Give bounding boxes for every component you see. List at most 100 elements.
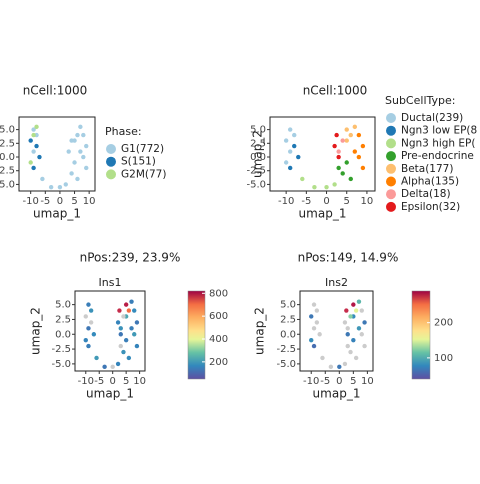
point: [292, 132, 297, 138]
colorbar-tick-label: 100: [434, 353, 453, 364]
legend-title: SubCellType:: [385, 94, 455, 107]
y-tick-label: 5.0: [0, 125, 15, 136]
point: [86, 326, 91, 331]
legend-swatch: [386, 163, 396, 174]
point: [75, 132, 80, 138]
x-tick-label: 10: [83, 196, 96, 207]
point: [340, 171, 345, 176]
point: [342, 320, 348, 325]
y-tick-label: 2.5: [280, 314, 296, 325]
point: [309, 337, 314, 343]
point: [348, 314, 353, 319]
x-tick-label: 0: [323, 196, 329, 207]
point: [360, 165, 366, 171]
panel-subtitle: Ins1: [99, 276, 122, 289]
y-tick-label: -2.5: [51, 344, 71, 355]
point: [118, 332, 123, 337]
x-tick-label: 10: [361, 196, 374, 207]
colorbar-tick-label: 200: [434, 318, 453, 329]
x-tick-label: 5: [123, 376, 129, 387]
plot-frame: [269, 116, 376, 192]
panel-title: nPos:149, 14.9%: [298, 251, 399, 265]
y-tick-label: 5.0: [280, 300, 296, 311]
point: [359, 308, 364, 313]
point: [287, 165, 293, 171]
point: [123, 302, 129, 307]
x-tick-label: 5: [71, 196, 77, 207]
point: [311, 343, 317, 349]
x-tick-label: -5: [320, 376, 330, 387]
x-tick-label: -5: [94, 376, 104, 387]
x-tick-label: 0: [57, 196, 63, 207]
point: [83, 337, 88, 343]
point: [362, 343, 367, 349]
point: [81, 154, 86, 160]
colorbar: [411, 290, 431, 380]
point: [28, 160, 33, 165]
legend-label: Ductal(239): [401, 112, 463, 124]
legend-label: Alpha(135): [401, 176, 459, 188]
point: [57, 184, 63, 190]
point: [359, 332, 364, 337]
point: [132, 332, 137, 337]
x-tick-label: -10: [78, 376, 94, 387]
point: [129, 299, 134, 304]
point: [356, 326, 362, 331]
y-tick-label: 0.0: [55, 329, 71, 340]
y-tick-label: -5.0: [246, 179, 266, 190]
y-tick-label: 5.0: [250, 125, 266, 136]
point: [88, 308, 94, 313]
x-tick-label: -10: [23, 196, 39, 207]
point: [345, 332, 350, 337]
point: [292, 143, 297, 149]
point: [311, 302, 317, 307]
legend-label: G1(772): [121, 143, 164, 155]
point: [360, 143, 366, 149]
colorbar-tick-label: 600: [209, 311, 228, 322]
point: [283, 138, 289, 143]
x-axis-label: umap_1: [33, 207, 81, 221]
x-tick-label: -5: [301, 196, 311, 207]
legend-label: Epsilon(32): [401, 201, 460, 213]
point: [121, 349, 126, 355]
x-tick-label: 10: [133, 376, 146, 387]
point: [84, 165, 89, 171]
y-tick-label: 5.0: [55, 300, 71, 311]
point: [28, 138, 33, 143]
x-axis-label: umap_1: [299, 207, 347, 221]
panel-title: nCell:1000: [23, 84, 88, 98]
x-axis-label: umap_1: [313, 387, 361, 401]
point: [348, 176, 353, 182]
point: [81, 132, 86, 138]
x-tick-label: 0: [110, 376, 116, 387]
point: [134, 320, 140, 325]
point: [353, 308, 359, 313]
legend-swatch: [386, 125, 396, 136]
point: [110, 364, 115, 370]
point: [328, 364, 334, 370]
point: [78, 149, 83, 154]
point: [334, 132, 339, 138]
point: [351, 337, 356, 343]
point: [94, 355, 99, 361]
point: [75, 176, 80, 182]
point: [91, 332, 97, 337]
point: [123, 337, 129, 343]
x-tick-label: 10: [361, 376, 374, 387]
point: [348, 132, 353, 138]
point: [118, 326, 123, 331]
y-tick-label: 0.0: [250, 152, 266, 163]
point: [115, 320, 121, 325]
colorbar-tick-label: 800: [209, 288, 228, 299]
point: [40, 176, 45, 182]
point: [345, 343, 350, 349]
point: [69, 138, 74, 143]
legend-label: Beta(177): [401, 163, 453, 175]
point: [356, 132, 362, 138]
legend-label: Ngn3 low EP(8: [401, 125, 477, 137]
y-tick-label: -2.5: [0, 166, 15, 177]
point: [336, 149, 341, 154]
x-tick-label: -10: [303, 376, 319, 387]
point: [309, 314, 314, 319]
